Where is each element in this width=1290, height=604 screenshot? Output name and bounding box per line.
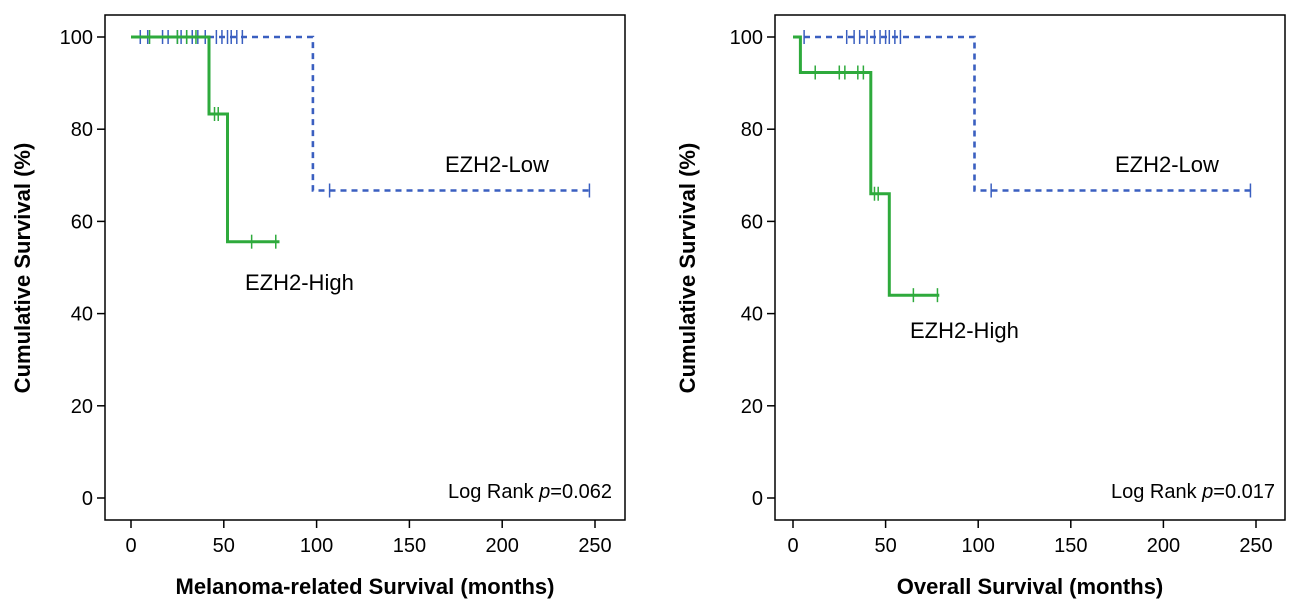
x-tick-label: 50	[213, 535, 235, 557]
x-tick-label: 0	[125, 535, 136, 557]
y-axis-ticks: 0 20 40 60 80 100	[60, 27, 105, 510]
log-rank-prefix: Log Rank	[448, 481, 539, 503]
y-tick-label: 40	[741, 304, 763, 326]
y-tick-label: 60	[71, 211, 93, 233]
x-axis-title: Overall Survival (months)	[897, 574, 1164, 599]
panel-melanoma-related: 0 20 40 60 80 100 0 50 100 150 200 250 Melanoma-re…	[10, 14, 626, 599]
log-rank-annotation: Log Rank p=0.062	[448, 481, 612, 503]
log-rank-prefix: Log Rank	[1111, 481, 1202, 503]
p-symbol: p	[1201, 481, 1213, 503]
x-tick-label: 250	[578, 535, 611, 557]
label-ezh2-low: EZH2-Low	[1115, 152, 1219, 177]
x-tick-label: 50	[874, 535, 896, 557]
p-value: =0.017	[1213, 481, 1275, 503]
x-tick-label: 0	[787, 535, 798, 557]
plot-frame	[104, 14, 626, 521]
y-axis-title: Cumulative Survival (%)	[675, 143, 700, 394]
log-rank-annotation: Log Rank p=0.017	[1111, 481, 1275, 503]
p-value: =0.062	[550, 481, 612, 503]
x-tick-label: 150	[1054, 535, 1087, 557]
label-ezh2-high: EZH2-High	[245, 270, 354, 295]
y-tick-label: 100	[60, 27, 93, 49]
x-tick-label: 200	[1147, 535, 1180, 557]
x-tick-label: 200	[486, 535, 519, 557]
x-tick-label: 250	[1239, 535, 1272, 557]
label-ezh2-low: EZH2-Low	[445, 152, 549, 177]
y-tick-label: 80	[741, 119, 763, 141]
p-symbol: p	[538, 481, 550, 503]
y-tick-label: 0	[752, 488, 763, 510]
series-group	[793, 30, 1253, 303]
y-axis-ticks: 0 20 40 60 80 100	[730, 27, 775, 510]
y-tick-label: 40	[71, 304, 93, 326]
y-tick-label: 60	[741, 211, 763, 233]
panel-overall: 0 20 40 60 80 100 0 50 100 150 200 250 Overall Sur…	[675, 14, 1286, 599]
series-line-ezh2-high	[131, 35, 280, 244]
series-line-ezh2-low	[793, 35, 1253, 192]
label-ezh2-high: EZH2-High	[910, 318, 1019, 343]
y-tick-label: 80	[71, 119, 93, 141]
series-line-ezh2-high	[793, 35, 940, 297]
y-tick-label: 100	[730, 27, 763, 49]
y-tick-label: 0	[82, 488, 93, 510]
x-axis-ticks: 0 50 100 150 200 250	[125, 520, 612, 557]
x-axis-ticks: 0 50 100 150 200 250	[787, 520, 1273, 557]
x-tick-label: 100	[300, 535, 333, 557]
plot-frame	[774, 14, 1286, 521]
series-group	[131, 30, 592, 249]
x-axis-title: Melanoma-related Survival (months)	[176, 574, 555, 599]
x-tick-label: 100	[962, 535, 995, 557]
y-axis-title: Cumulative Survival (%)	[10, 143, 35, 394]
y-tick-label: 20	[741, 396, 763, 418]
x-tick-label: 150	[393, 535, 426, 557]
y-tick-label: 20	[71, 396, 93, 418]
